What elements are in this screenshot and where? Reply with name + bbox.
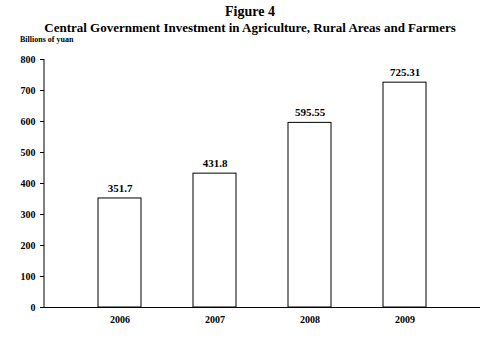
html-text:Figure 4: Figure 4 xyxy=(225,4,275,19)
html-text:Central Government Investment: Central Government Investment in Agricul… xyxy=(44,20,456,35)
svg-text:2008: 2008 xyxy=(300,314,320,325)
html-text:Billions of yuan: Billions of yuan xyxy=(20,35,74,44)
svg-text:2007: 2007 xyxy=(205,314,225,325)
svg-text:0: 0 xyxy=(31,302,36,313)
svg-text:300: 300 xyxy=(21,209,36,220)
svg-text:431.8: 431.8 xyxy=(203,157,228,169)
svg-text:700: 700 xyxy=(21,85,36,96)
svg-text:800: 800 xyxy=(21,54,36,65)
svg-text:351.7: 351.7 xyxy=(108,182,133,194)
svg-text:595.55: 595.55 xyxy=(295,106,326,118)
svg-text:725.31: 725.31 xyxy=(390,66,420,78)
svg-text:500: 500 xyxy=(21,147,36,158)
svg-text:400: 400 xyxy=(21,178,36,189)
svg-text:600: 600 xyxy=(21,116,36,127)
svg-text:2006: 2006 xyxy=(110,314,130,325)
svg-text:200: 200 xyxy=(21,240,36,251)
svg-text:2009: 2009 xyxy=(395,314,415,325)
svg-text:100: 100 xyxy=(21,271,36,282)
